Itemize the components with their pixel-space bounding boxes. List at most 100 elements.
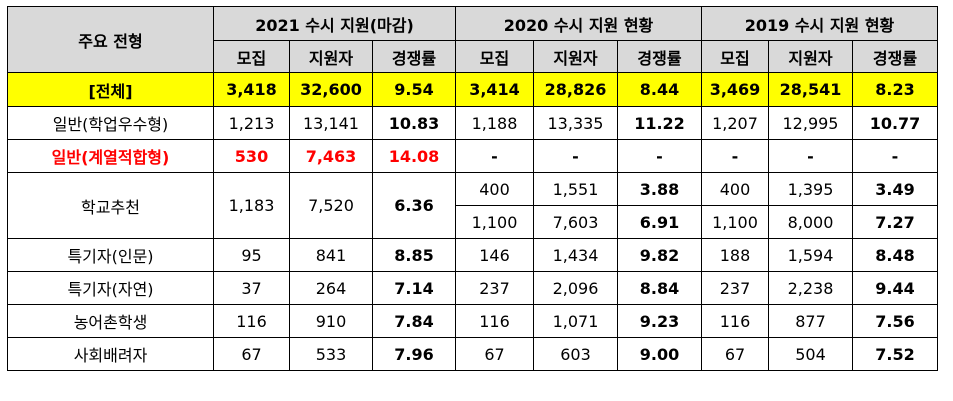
row-label: 일반(계열적합형) xyxy=(7,139,214,173)
header-applicants: 지원자 xyxy=(768,40,853,73)
cell-quota: 1,188 xyxy=(455,106,534,140)
cell-applicants: 1,594 xyxy=(768,238,853,272)
row-label: [전체] xyxy=(7,72,214,107)
cell-quota: - xyxy=(455,139,534,173)
row-label: 특기자(인문) xyxy=(7,238,214,272)
cell-applicants: 7,603 xyxy=(533,205,618,239)
header-row-years: 주요 전형 2021 수시 지원(마감) 2020 수시 지원 현황 2019 … xyxy=(7,6,938,73)
cell-rate: - xyxy=(852,139,938,173)
cell-applicants: - xyxy=(768,139,853,173)
row-label: 일반(학업우수형) xyxy=(7,106,214,140)
cell-rate: 7.84 xyxy=(372,304,456,338)
cell-rate: - xyxy=(617,139,702,173)
cell-applicants: 13,141 xyxy=(289,106,373,140)
cell-applicants: 32,600 xyxy=(289,72,373,107)
row-label: 농어촌학생 xyxy=(7,304,214,338)
cell-rate: 3.88 xyxy=(617,172,702,206)
cell-applicants: 841 xyxy=(289,238,373,272)
year-2020-header: 2020 수시 지원 현황 xyxy=(455,6,702,41)
cell-quota: 1,100 xyxy=(455,205,534,239)
cell-applicants: 533 xyxy=(289,337,373,371)
cell-rate: 6.91 xyxy=(617,205,702,239)
cell-applicants: 1,434 xyxy=(533,238,618,272)
cell-quota: 530 xyxy=(213,139,290,173)
cell-quota: 188 xyxy=(701,238,769,272)
cell-quota: 1,100 xyxy=(701,205,769,239)
year-2021-header: 2021 수시 지원(마감) xyxy=(213,6,456,41)
cell-quota: 3,418 xyxy=(213,72,290,107)
table-row: 특기자(자연) 37 264 7.14 237 2,096 8.84 237 2… xyxy=(7,271,938,305)
admissions-table: 주요 전형 2021 수시 지원(마감) 2020 수시 지원 현황 2019 … xyxy=(7,6,938,371)
cell-quota: 3,469 xyxy=(701,72,769,107)
cell-applicants: 877 xyxy=(768,304,853,338)
cell-quota: 67 xyxy=(455,337,534,371)
table-row: 농어촌학생 116 910 7.84 116 1,071 9.23 116 87… xyxy=(7,304,938,338)
cell-quota: 67 xyxy=(701,337,769,371)
cell-rate: 8.84 xyxy=(617,271,702,305)
header-applicants: 지원자 xyxy=(289,40,373,73)
cell-rate: 7.56 xyxy=(852,304,938,338)
cell-rate: 9.00 xyxy=(617,337,702,371)
type-column-header: 주요 전형 xyxy=(7,6,214,73)
cell-quota: 146 xyxy=(455,238,534,272)
header-rate: 경쟁률 xyxy=(852,40,938,73)
header-rate: 경쟁률 xyxy=(617,40,702,73)
row-label: 학교추천 xyxy=(7,172,214,239)
cell-applicants: 910 xyxy=(289,304,373,338)
cell-rate: 9.23 xyxy=(617,304,702,338)
table-row: 일반(학업우수형) 1,213 13,141 10.83 1,188 13,33… xyxy=(7,106,938,140)
cell-rate: 9.82 xyxy=(617,238,702,272)
cell-quota: - xyxy=(701,139,769,173)
table-row-total: [전체] 3,418 32,600 9.54 3,414 28,826 8.44… xyxy=(7,72,938,107)
row-label: 사회배려자 xyxy=(7,337,214,371)
cell-applicants: 8,000 xyxy=(768,205,853,239)
cell-rate: 7.96 xyxy=(372,337,456,371)
cell-rate: 8.23 xyxy=(852,72,938,107)
cell-applicants: 28,541 xyxy=(768,72,853,107)
cell-quota: 37 xyxy=(213,271,290,305)
header-rate: 경쟁률 xyxy=(372,40,456,73)
cell-quota: 400 xyxy=(701,172,769,206)
cell-applicants: 7,463 xyxy=(289,139,373,173)
cell-quota: 237 xyxy=(701,271,769,305)
cell-quota: 400 xyxy=(455,172,534,206)
table-row-highlight: 일반(계열적합형) 530 7,463 14.08 - - - - - - xyxy=(7,139,938,173)
cell-rate: 11.22 xyxy=(617,106,702,140)
cell-applicants: - xyxy=(533,139,618,173)
cell-applicants: 264 xyxy=(289,271,373,305)
cell-applicants: 28,826 xyxy=(533,72,618,107)
header-quota: 모집 xyxy=(213,40,290,73)
cell-applicants: 1,551 xyxy=(533,172,618,206)
header-quota: 모집 xyxy=(701,40,769,73)
header-row-sub: 모집 지원자 경쟁률 모집 지원자 경쟁률 모집 지원자 경쟁률 xyxy=(8,40,938,73)
header-applicants: 지원자 xyxy=(533,40,618,73)
cell-rate: 7.52 xyxy=(852,337,938,371)
cell-rate: 7.27 xyxy=(852,205,938,239)
cell-applicants: 2,096 xyxy=(533,271,618,305)
cell-rate: 10.83 xyxy=(372,106,456,140)
row-label: 특기자(자연) xyxy=(7,271,214,305)
cell-rate: 3.49 xyxy=(852,172,938,206)
cell-quota: 1,183 xyxy=(213,172,290,239)
cell-quota: 116 xyxy=(213,304,290,338)
cell-quota: 116 xyxy=(701,304,769,338)
cell-quota: 116 xyxy=(455,304,534,338)
cell-rate: 10.77 xyxy=(852,106,938,140)
cell-applicants: 2,238 xyxy=(768,271,853,305)
year-2019-header: 2019 수시 지원 현황 xyxy=(701,6,938,41)
cell-rate: 7.14 xyxy=(372,271,456,305)
cell-applicants: 1,395 xyxy=(768,172,853,206)
cell-quota: 1,213 xyxy=(213,106,290,140)
cell-rate: 14.08 xyxy=(372,139,456,173)
table-row: 1,100 7,603 6.91 1,100 8,000 7.27 xyxy=(8,205,938,239)
cell-rate: 8.48 xyxy=(852,238,938,272)
cell-rate: 6.36 xyxy=(372,172,456,239)
cell-rate: 8.44 xyxy=(617,72,702,107)
table-row: 특기자(인문) 95 841 8.85 146 1,434 9.82 188 1… xyxy=(7,238,938,272)
table-row: 학교추천 1,183 7,520 6.36 400 1,551 3.88 400… xyxy=(7,172,938,239)
table-row: 사회배려자 67 533 7.96 67 603 9.00 67 504 7.5… xyxy=(7,337,938,371)
header-quota: 모집 xyxy=(455,40,534,73)
cell-applicants: 504 xyxy=(768,337,853,371)
cell-quota: 3,414 xyxy=(455,72,534,107)
cell-rate: 9.54 xyxy=(372,72,456,107)
